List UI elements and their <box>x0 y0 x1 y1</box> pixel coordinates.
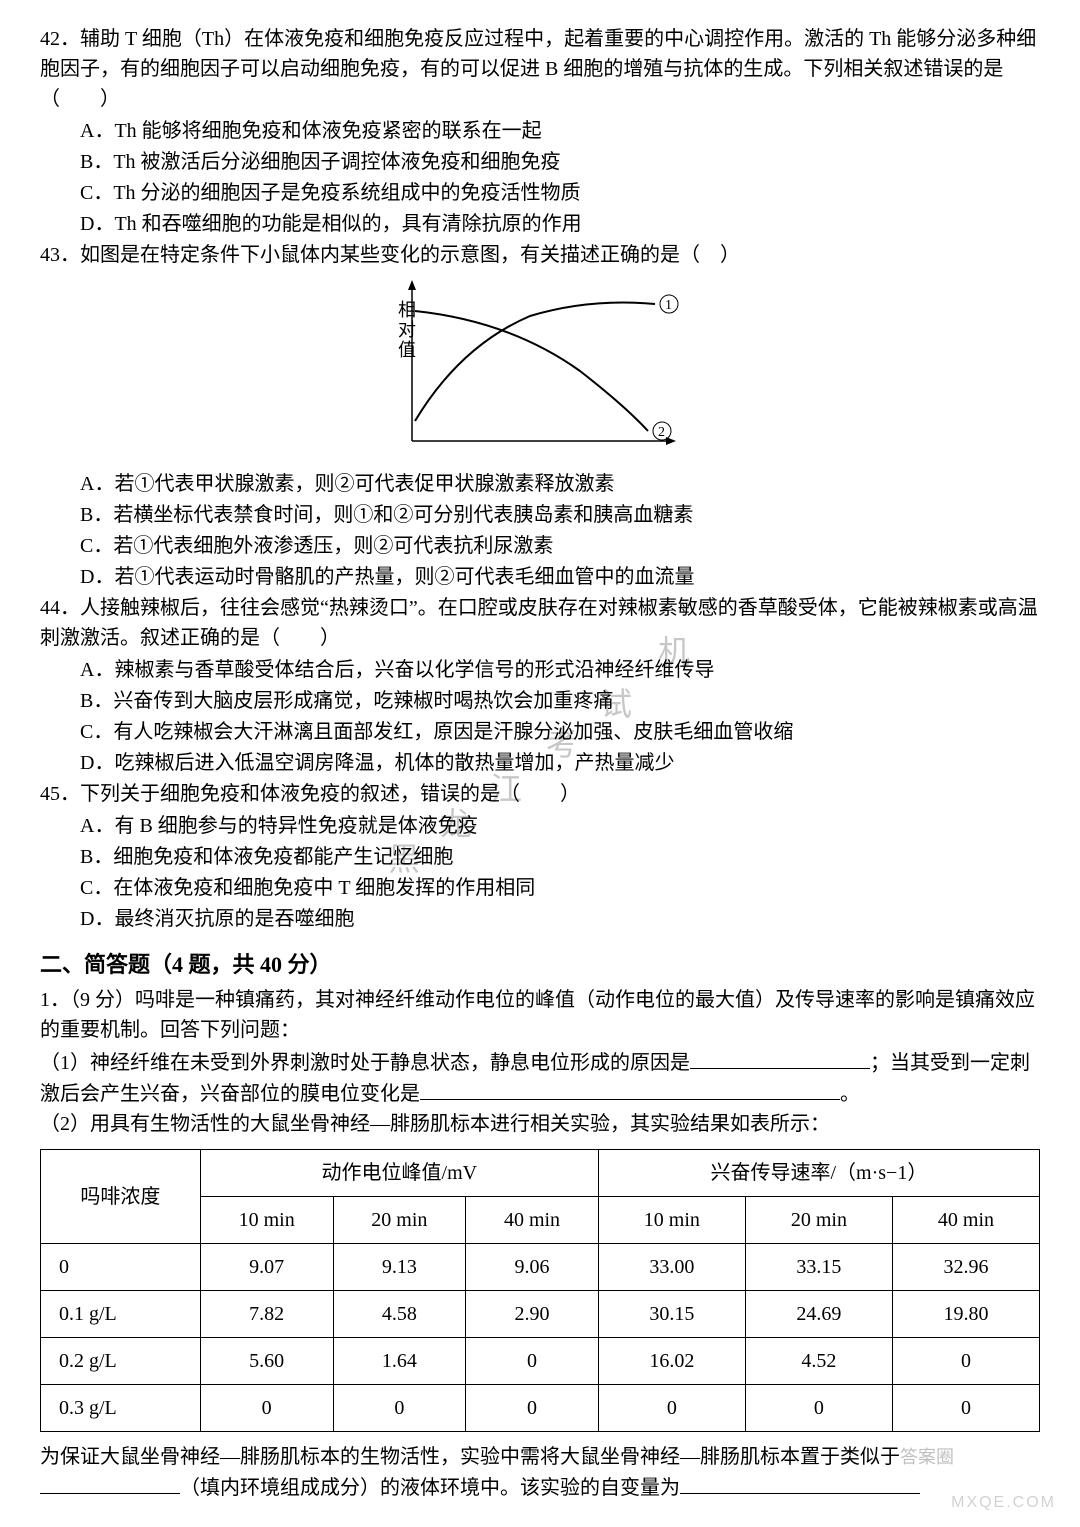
blank-4 <box>680 1472 920 1494</box>
q42-opt-b: B．Th 被激活后分泌细胞因子调控体液免疫和细胞免疫 <box>40 147 1040 177</box>
sq1-stem: 1．（9 分）吗啡是一种镇痛药，其对神经纤维动作电位的峰值（动作电位的最大值）及… <box>40 985 1040 1045</box>
q43: 43．如图是在特定条件下小鼠体内某些变化的示意图，有关描述正确的是（ ） 相 对… <box>40 240 1040 592</box>
table-row: 吗啡浓度 动作电位峰值/mV 兴奋传导速率/（m·s−1） <box>41 1150 1040 1197</box>
td: 19.80 <box>892 1291 1039 1338</box>
td-label: 0.3 g/L <box>41 1385 201 1432</box>
td: 4.52 <box>745 1338 892 1385</box>
q43-stem: 43．如图是在特定条件下小鼠体内某些变化的示意图，有关描述正确的是（ ） <box>40 240 1040 270</box>
td: 16.02 <box>598 1338 745 1385</box>
q42-opt-d: D．Th 和吞噬细胞的功能是相似的，具有清除抗原的作用 <box>40 209 1040 239</box>
q45-opt-c: C．在体液免疫和细胞免疫中 T 细胞发挥的作用相同 <box>40 873 1040 903</box>
q42-stem: 42．辅助 T 细胞（Th）在体液免疫和细胞免疫反应过程中，起着重要的中心调控作… <box>40 24 1040 114</box>
q45-opt-a: A．有 B 细胞参与的特异性免疫就是体液免疫 <box>40 811 1040 841</box>
td: 0 <box>466 1385 599 1432</box>
td: 0 <box>200 1385 333 1432</box>
th-sub: 40 min <box>892 1197 1039 1244</box>
td: 2.90 <box>466 1291 599 1338</box>
q42-opt-a: A．Th 能够将细胞免疫和体液免疫紧密的联系在一起 <box>40 116 1040 146</box>
table-row: 0.3 g/L 0 0 0 0 0 0 <box>41 1385 1040 1432</box>
sq1-p2: （2）用具有生物活性的大鼠坐骨神经—腓肠肌标本进行相关实验，其实验结果如表所示： <box>40 1109 1040 1139</box>
q43-opt-a: A．若①代表甲状腺激素，则②可代表促甲状腺激素释放激素 <box>40 469 1040 499</box>
td-label: 0.1 g/L <box>41 1291 201 1338</box>
svg-text:1: 1 <box>665 298 672 313</box>
svg-text:相: 相 <box>398 300 416 320</box>
q44-opt-d: D．吃辣椒后进入低温空调房降温，机体的散热量增加，产热量减少 <box>40 748 1040 778</box>
q44-opt-a: A．辣椒素与香草酸受体结合后，兴奋以化学信号的形式沿神经纤维传导 <box>40 655 1040 685</box>
th-sub: 10 min <box>200 1197 333 1244</box>
sq1-p1: （1）神经纤维在未受到外界刺激时处于静息状态，静息电位形成的原因是；当其受到一定… <box>40 1047 1040 1109</box>
blank-3 <box>40 1472 180 1494</box>
table-body: 0 9.07 9.13 9.06 33.00 33.15 32.96 0.1 g… <box>41 1244 1040 1432</box>
td: 33.15 <box>745 1244 892 1291</box>
q42: 42．辅助 T 细胞（Th）在体液免疫和细胞免疫反应过程中，起着重要的中心调控作… <box>40 24 1040 239</box>
th-sub: 20 min <box>745 1197 892 1244</box>
section2-title: 二、简答题（4 题，共 40 分） <box>40 948 1040 981</box>
th-sub: 20 min <box>333 1197 466 1244</box>
th-group1: 动作电位峰值/mV <box>200 1150 598 1197</box>
q43-chart-wrap: 相 对 值 1 2 <box>40 276 1040 465</box>
q43-opt-b: B．若横坐标代表禁食时间，则①和②可分别代表胰岛素和胰高血糖素 <box>40 500 1040 530</box>
td: 24.69 <box>745 1291 892 1338</box>
th-group2: 兴奋传导速率/（m·s−1） <box>598 1150 1039 1197</box>
td: 0 <box>745 1385 892 1432</box>
q43-chart: 相 对 值 1 2 <box>390 276 690 456</box>
q44-stem: 44．人接触辣椒后，往往会感觉“热辣烫口”。在口腔或皮肤存在对辣椒素敏感的香草酸… <box>40 593 1040 653</box>
svg-text:对: 对 <box>398 320 416 340</box>
table-row: 0 9.07 9.13 9.06 33.00 33.15 32.96 <box>41 1244 1040 1291</box>
td: 9.07 <box>200 1244 333 1291</box>
th-sub: 40 min <box>466 1197 599 1244</box>
td: 0 <box>333 1385 466 1432</box>
th-sub: 10 min <box>598 1197 745 1244</box>
td: 0 <box>892 1338 1039 1385</box>
q45: 45．下列关于细胞免疫和体液免疫的叙述，错误的是（ ） A．有 B 细胞参与的特… <box>40 779 1040 934</box>
q43-opt-d: D．若①代表运动时骨骼肌的产热量，则②可代表毛细血管中的血流量 <box>40 562 1040 592</box>
sq1-p3: 为保证大鼠坐骨神经—腓肠肌标本的生物活性，实验中需将大鼠坐骨神经—腓肠肌标本置于… <box>40 1442 1040 1503</box>
q44: 44．人接触辣椒后，往往会感觉“热辣烫口”。在口腔或皮肤存在对辣椒素敏感的香草酸… <box>40 593 1040 778</box>
q44-opt-b: B．兴奋传到大脑皮层形成痛觉，吃辣椒时喝热饮会加重疼痛 <box>40 686 1040 716</box>
td: 9.13 <box>333 1244 466 1291</box>
table-row: 0.2 g/L 5.60 1.64 0 16.02 4.52 0 <box>41 1338 1040 1385</box>
obscured-text: 答案圈 <box>900 1447 954 1467</box>
sq1-p1c: 。 <box>840 1083 860 1105</box>
sq1-p1a: （1）神经纤维在未受到外界刺激时处于静息状态，静息电位形成的原因是 <box>40 1052 690 1074</box>
td: 30.15 <box>598 1291 745 1338</box>
td-label: 0.2 g/L <box>41 1338 201 1385</box>
svg-text:2: 2 <box>658 425 665 440</box>
q42-opt-c: C．Th 分泌的细胞因子是免疫系统组成中的免疫活性物质 <box>40 178 1040 208</box>
td: 9.06 <box>466 1244 599 1291</box>
td-label: 0 <box>41 1244 201 1291</box>
blank-1 <box>690 1047 870 1069</box>
td: 5.60 <box>200 1338 333 1385</box>
logo-watermark: MXQE.COM <box>951 1491 1056 1515</box>
q45-stem: 45．下列关于细胞免疫和体液免疫的叙述，错误的是（ ） <box>40 779 1040 809</box>
table-row: 0.1 g/L 7.82 4.58 2.90 30.15 24.69 19.80 <box>41 1291 1040 1338</box>
td: 33.00 <box>598 1244 745 1291</box>
td: 0 <box>598 1385 745 1432</box>
td: 0 <box>466 1338 599 1385</box>
th-rowhead: 吗啡浓度 <box>41 1150 201 1244</box>
svg-text:值: 值 <box>398 340 416 360</box>
td: 4.58 <box>333 1291 466 1338</box>
td: 32.96 <box>892 1244 1039 1291</box>
data-table: 吗啡浓度 动作电位峰值/mV 兴奋传导速率/（m·s−1） 10 min 20 … <box>40 1149 1040 1432</box>
q43-opt-c: C．若①代表细胞外液渗透压，则②可代表抗利尿激素 <box>40 531 1040 561</box>
td: 0 <box>892 1385 1039 1432</box>
q44-opt-c: C．有人吃辣椒会大汗淋漓且面部发红，原因是汗腺分泌加强、皮肤毛细血管收缩 <box>40 717 1040 747</box>
sq1-p3a: 为保证大鼠坐骨神经—腓肠肌标本的生物活性，实验中需将大鼠坐骨神经—腓肠肌标本置于… <box>40 1446 900 1468</box>
sq1-p3b: （填内环境组成成分）的液体环境中。该实验的自变量为 <box>180 1477 680 1499</box>
q45-opt-d: D．最终消灭抗原的是吞噬细胞 <box>40 904 1040 934</box>
td: 7.82 <box>200 1291 333 1338</box>
q45-opt-b: B．细胞免疫和体液免疫都能产生记忆细胞 <box>40 842 1040 872</box>
blank-2 <box>420 1078 840 1100</box>
td: 1.64 <box>333 1338 466 1385</box>
sq1: 1．（9 分）吗啡是一种镇痛药，其对神经纤维动作电位的峰值（动作电位的最大值）及… <box>40 985 1040 1503</box>
